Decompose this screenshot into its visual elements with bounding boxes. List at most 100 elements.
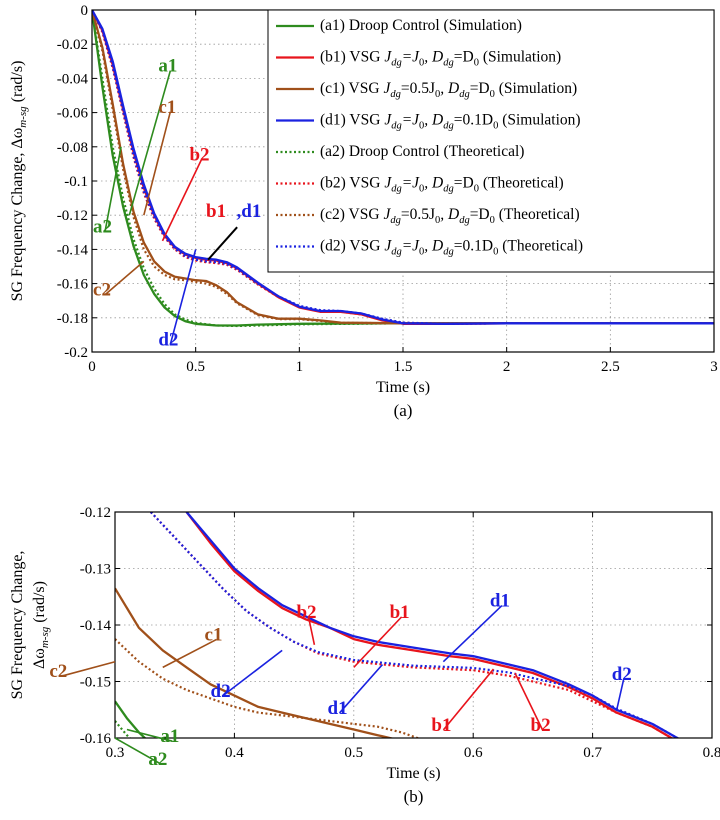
- annotation-pointer-b1: [353, 616, 403, 668]
- annotation-c2: c2: [93, 280, 111, 301]
- y-tick-label: -0.16: [57, 277, 89, 293]
- annotation-pointer-a1: [126, 728, 173, 742]
- legend-entry: (a1) Droop Control (Simulation): [320, 17, 522, 34]
- y-tick-label: -0.08: [57, 140, 88, 156]
- chart-panel-b: 0.3 0.4 0.5 0.6 0.7 0.8 -0.12 -0.13 -0.14 -0.15 -0…: [9, 505, 720, 806]
- annotation-pointer-b1: [442, 668, 495, 731]
- y-tick-label: -0.14: [57, 242, 89, 258]
- annotation-a1: a1: [160, 726, 179, 747]
- legend-entry: (d1) VSG Jdg=J0, Ddg=0.1D0 (Simulation): [320, 112, 581, 132]
- y-tick-label: -0.12: [57, 208, 88, 224]
- figure-caption: (a): [394, 401, 413, 420]
- x-tick-label: 0.8: [703, 745, 720, 761]
- chart-panel-a: 0 0.5 1 1.5 2 2.5 3 0 -0.02 -0.04 -0.06 -0.08 -0.1 -0…: [9, 3, 718, 420]
- series-line-d1: [92, 10, 714, 325]
- annotation-pointer-b2: [307, 616, 316, 645]
- x-axis-label: Time (s): [386, 765, 440, 782]
- series-line-b2: [149, 512, 674, 738]
- series-line-b1: [185, 512, 674, 738]
- annotation-pointer-c2: [104, 260, 145, 296]
- x-tick-label: 0: [88, 359, 96, 375]
- annotation-pointer-d2: [169, 249, 197, 345]
- annotation-b2: b2: [296, 602, 316, 623]
- x-tick-label: 0.6: [464, 745, 483, 761]
- annotation-b1: b1: [390, 602, 410, 623]
- annotation-pointer-d1: [338, 664, 384, 714]
- y-axis-label: SG Frequency Change, Δωm-sg (rad/s): [9, 61, 29, 302]
- legend-entry: (b1) VSG Jdg=J0, Ddg=D0 (Simulation): [320, 49, 561, 69]
- annotation-pointer-d2: [615, 678, 625, 712]
- y-tick-label: -0.1: [64, 174, 88, 190]
- y-tick-label: -0.16: [80, 731, 112, 747]
- annotation-pointer-c1: [162, 638, 217, 669]
- annotation-b2: b2: [531, 715, 551, 736]
- annotation-pointer-d2: [222, 649, 283, 697]
- y-tick-label: -0.15: [80, 675, 111, 691]
- x-tick-label: 3: [710, 359, 718, 375]
- y-tick-label: -0.12: [80, 505, 111, 521]
- series-line-b2: [92, 10, 714, 325]
- x-tick-label: 0.5: [344, 745, 363, 761]
- annotation-pointer-c1: [143, 111, 172, 216]
- annotation-pointer-b1d1: [207, 226, 238, 261]
- x-tick-label: 0.3: [106, 745, 125, 761]
- annotation-b1: b1: [431, 715, 451, 736]
- x-tick-label: 2: [503, 359, 511, 375]
- annotation-d1: d1: [490, 591, 510, 612]
- annotation-pointer-d1: [442, 604, 503, 663]
- series-line-d2: [149, 512, 680, 738]
- series-group: [115, 512, 680, 738]
- series-line-c2: [92, 10, 714, 325]
- annotation-pointer-a2: [114, 737, 161, 765]
- annotation-c2: c2: [49, 661, 67, 682]
- y-tick-label: 0: [81, 3, 89, 19]
- y-tick-label: -0.06: [57, 106, 89, 122]
- legend-entry: (a2) Droop Control (Theoretical): [320, 143, 524, 160]
- series-line-c1: [115, 587, 395, 738]
- series-line-a1: [115, 700, 147, 738]
- legend-box: [267, 9, 715, 273]
- y-tick-label: -0.13: [80, 562, 111, 578]
- y-axis-label-line1: SG Frequency Change,: [9, 551, 26, 700]
- annotation-pointer-b2: [514, 672, 544, 731]
- y-tick-label: -0.2: [64, 345, 88, 361]
- y-tick-label: -0.04: [57, 71, 89, 87]
- legend-entry: (b2) VSG Jdg=J0, Ddg=D0 (Theoretical): [320, 175, 564, 195]
- annotation-d2: d2: [211, 681, 231, 702]
- x-tick-label: 0.4: [225, 745, 244, 761]
- series-line-c2: [115, 638, 421, 738]
- y-tick-label: -0.14: [80, 618, 112, 634]
- annotation-a2: a2: [148, 749, 167, 770]
- annotation-a1: a1: [158, 56, 177, 77]
- series-line-d2: [92, 10, 714, 325]
- annotation-d1: ,d1: [237, 201, 262, 222]
- annotation-d2: d2: [158, 329, 178, 350]
- annotation-a2: a2: [93, 216, 112, 237]
- annotation-b2: b2: [189, 145, 209, 166]
- x-axis-label: Time (s): [376, 379, 430, 396]
- annotation-d2: d2: [612, 664, 632, 685]
- x-tick-label: 0.5: [186, 359, 205, 375]
- series-line-a2: [115, 720, 132, 738]
- plot-frame: [114, 511, 713, 739]
- x-tick-label: 2.5: [601, 359, 620, 375]
- y-tick-label: -0.02: [57, 37, 88, 53]
- y-axis-label-line2: Δωm-sg (rad/s): [31, 581, 51, 669]
- annotation-pointer-b2: [161, 159, 203, 242]
- legend-entry: (c1) VSG Jdg=0.5J0, Ddg=D0 (Simulation): [320, 80, 577, 100]
- annotation-pointer-a1: [128, 70, 172, 216]
- figure-caption: (b): [404, 787, 424, 806]
- annotation-c1: c1: [158, 97, 176, 118]
- x-tick-label: 1: [296, 359, 304, 375]
- series-group: [92, 10, 714, 328]
- annotation-b1: b1: [206, 201, 226, 222]
- x-tick-label: 1.5: [394, 359, 413, 375]
- annotation-pointer-c2: [61, 660, 116, 677]
- legend-entry: (c2) VSG Jdg=0.5J0, Ddg=D0 (Theoretical): [320, 206, 580, 226]
- annotation-c1: c1: [205, 624, 223, 645]
- x-tick-label: 0.7: [583, 745, 602, 761]
- series-line-a2: [92, 10, 714, 328]
- y-tick-label: -0.18: [57, 311, 88, 327]
- annotation-pointer-a2: [104, 146, 122, 232]
